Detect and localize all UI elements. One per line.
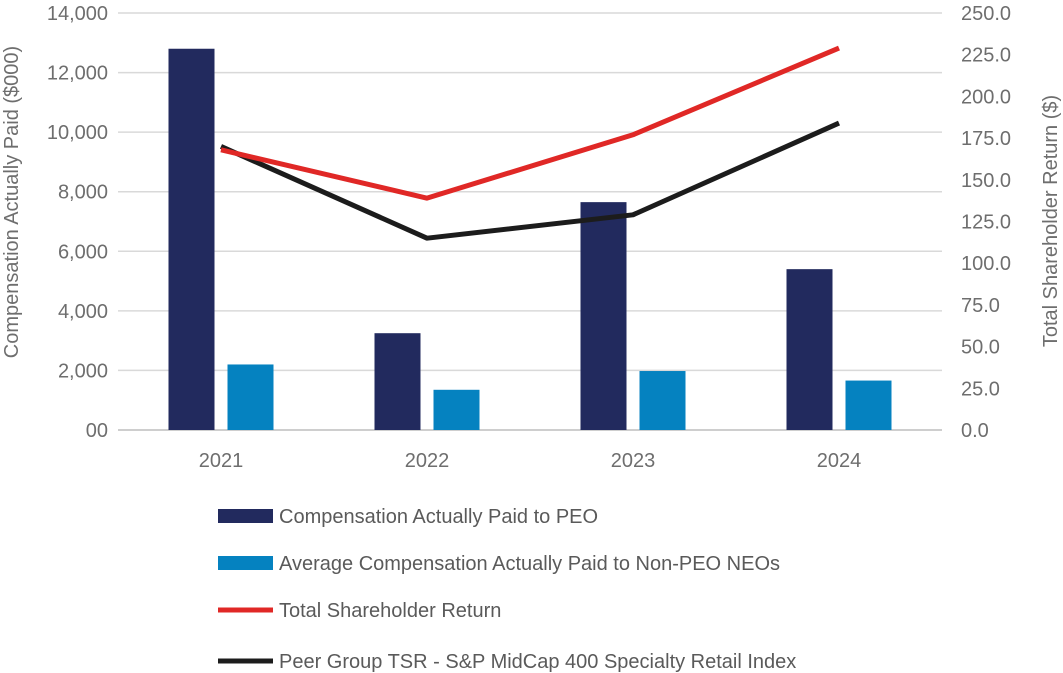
tick-labels: 00 2,000 4,000 6,000 8,000 10,000 12,000 14,000… [47,3,1011,472]
y2-tick-label: 225.0 [961,45,1011,67]
peer-tsr-line [219,120,841,241]
y-tick-label: 2,000 [58,360,108,382]
y2-tick-label: 50.0 [961,337,1000,359]
y2-tick-label: 100.0 [961,253,1011,275]
y-tick-label: 8,000 [58,182,108,204]
y2-tick-label: 150.0 [961,170,1011,192]
legend: Compensation Actually Paid to PEO Average… [218,506,796,673]
x-tick-label: 2021 [199,450,244,472]
legend-label: Peer Group TSR - S&P MidCap 400 Specialt… [279,651,796,673]
legend-label: Compensation Actually Paid to PEO [279,506,598,528]
y-tick-label: 12,000 [47,63,108,85]
y2-tick-label: 250.0 [961,3,1011,25]
bar-non-peo-neo-2022 [433,389,480,430]
y2-tick-label: 125.0 [961,212,1011,234]
y-tick-label: 14,000 [47,3,108,25]
x-tick-label: 2024 [817,450,862,472]
legend-label: Average Compensation Actually Paid to No… [279,553,780,575]
y-tick-label: 10,000 [47,122,108,144]
x-tick-label: 2023 [611,450,656,472]
lines [219,45,841,241]
y2-tick-label: 25.0 [961,378,1000,400]
y-axis-title: Compensation Actually Paid ($000) [1,46,23,358]
y2-tick-label: 0.0 [961,420,989,442]
y-tick-label: 4,000 [58,301,108,323]
bar-peo-2024 [786,269,833,430]
y2-tick-label: 75.0 [961,295,1000,317]
bar-peo-2023 [580,202,627,430]
bars [168,48,892,430]
bar-non-peo-neo-2021 [227,364,274,430]
y2-tick-label: 175.0 [961,128,1011,150]
tsr-line [220,45,840,201]
bar-non-peo-neo-2023 [639,371,686,430]
bar-non-peo-neo-2024 [845,380,892,430]
legend-swatch-1 [218,556,273,570]
legend-swatch-0 [218,509,273,523]
y-tick-label: 6,000 [58,241,108,263]
bar-peo-2022 [374,333,421,430]
legend-label: Total Shareholder Return [279,600,501,622]
y2-tick-label: 200.0 [961,86,1011,108]
bar-peo-2021 [168,48,215,430]
x-tick-label: 2022 [405,450,450,472]
y-tick-label: 00 [86,420,108,442]
y2-axis-title: Total Shareholder Return ($) [1040,95,1062,347]
